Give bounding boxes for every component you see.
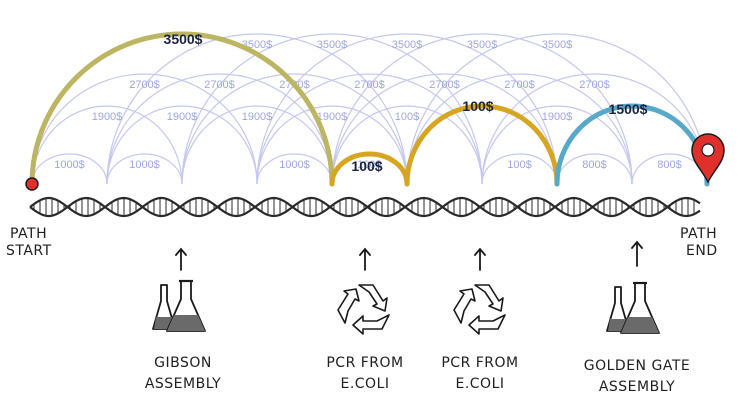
method-label-line1: GOLDEN GATE: [584, 358, 690, 374]
background-edge-label: 2700$: [129, 79, 160, 91]
background-edge-label: 800$: [582, 159, 606, 171]
method-pcr-ecoli-1: PCR FROM E.COLI: [326, 247, 403, 392]
method-label-line1: PCR FROM: [326, 355, 403, 371]
background-edge: [331, 73, 558, 185]
background-edge: [256, 33, 558, 185]
method-gibson-assembly: GIBSON ASSEMBLY: [145, 247, 221, 392]
selected-path-edge-label: 100$: [462, 98, 493, 114]
selected-path-edge: [404, 103, 560, 187]
background-edge-label: 1000$: [129, 159, 160, 171]
background-edge-label: 100$: [507, 159, 531, 171]
background-edge-labels: 1000$ 1000$ 1000$ 100$ 100$ 800$ 800$ 1900$ 1900…: [54, 39, 682, 171]
background-edge: [556, 153, 633, 185]
background-edge: [331, 33, 633, 185]
map-pin-icon: [691, 133, 725, 184]
background-edge: [106, 105, 258, 185]
selected-path-edge: [329, 151, 410, 187]
background-edge-label: 1000$: [279, 159, 310, 171]
arrow-up-icon: [175, 247, 187, 271]
background-edge-label: 1900$: [92, 111, 123, 123]
method-label-line2: ASSEMBLY: [599, 379, 675, 395]
background-edge-label: 1900$: [317, 111, 348, 123]
background-edge: [31, 73, 258, 185]
background-edge: [181, 33, 483, 185]
background-edge: [106, 33, 408, 185]
background-edge-label: 3500$: [467, 39, 498, 51]
method-label-line1: PCR FROM: [441, 355, 518, 371]
background-edge: [256, 105, 408, 185]
background-edge: [31, 153, 108, 185]
recycle-icon: [337, 284, 390, 335]
background-edge-label: 2700$: [579, 79, 610, 91]
path-end-label-line2: END: [686, 243, 718, 259]
arrow-up-icon: [631, 240, 643, 267]
arrow-up-icon: [474, 247, 486, 271]
path-start-label-line2: START: [6, 243, 52, 259]
background-edge: [256, 153, 333, 185]
background-edge: [406, 33, 708, 185]
background-edge: [31, 105, 183, 185]
dna-helix-icon: [29, 196, 701, 218]
background-edge-label: 3500$: [392, 39, 423, 51]
background-edge-label: 100$: [395, 111, 419, 123]
selected-path-edge-label: 1500$: [609, 101, 648, 117]
background-edge-label: 1900$: [242, 111, 273, 123]
method-label-line2: E.COLI: [340, 376, 389, 392]
selected-path-edge-label: 100$: [351, 158, 382, 174]
method-pcr-ecoli-2: PCR FROM E.COLI: [441, 247, 518, 392]
background-edge-label: 800$: [657, 159, 681, 171]
arrow-up-icon: [359, 247, 371, 271]
background-edge-label: 2700$: [504, 79, 535, 91]
background-edge-label: 1900$: [542, 111, 573, 123]
method-label-line2: ASSEMBLY: [145, 376, 221, 392]
background-edge: [481, 73, 708, 185]
selected-path-edge: [29, 31, 335, 187]
background-edge-label: 100$: [357, 159, 381, 171]
recycle-icon: [453, 284, 506, 335]
background-edge: [331, 105, 483, 185]
method-golden-gate-assembly: GOLDEN GATE ASSEMBLY: [584, 240, 690, 395]
path-start-marker: [25, 177, 39, 191]
background-edge: [481, 105, 633, 185]
background-edge: [481, 153, 558, 185]
selected-path-labels: 3500$ 100$ 100$ 1500$: [164, 31, 648, 174]
background-edge: [406, 73, 633, 185]
background-edge-label: 2700$: [429, 79, 460, 91]
flask-icon: [606, 281, 660, 334]
flask-icon: [152, 279, 206, 332]
background-edge-label: 1000$: [54, 159, 85, 171]
background-edge: [181, 105, 333, 185]
background-edge-label: 3500$: [317, 39, 348, 51]
background-edge-label: 2700$: [354, 79, 385, 91]
background-edge: [106, 153, 183, 185]
path-start-label-line1: PATH: [10, 226, 47, 242]
background-edge-label: 2700$: [204, 79, 235, 91]
background-edge-label: 1900$: [167, 111, 198, 123]
method-label-line2: E.COLI: [455, 376, 504, 392]
background-edge: [106, 73, 333, 185]
selected-path-edge-label: 3500$: [164, 31, 203, 47]
background-edges: [31, 33, 708, 185]
background-edge-label: 3500$: [542, 39, 573, 51]
path-end-label-line1: PATH: [680, 226, 717, 242]
background-edge: [181, 73, 408, 185]
background-edge: [256, 73, 483, 185]
method-label-line1: GIBSON: [154, 355, 212, 371]
